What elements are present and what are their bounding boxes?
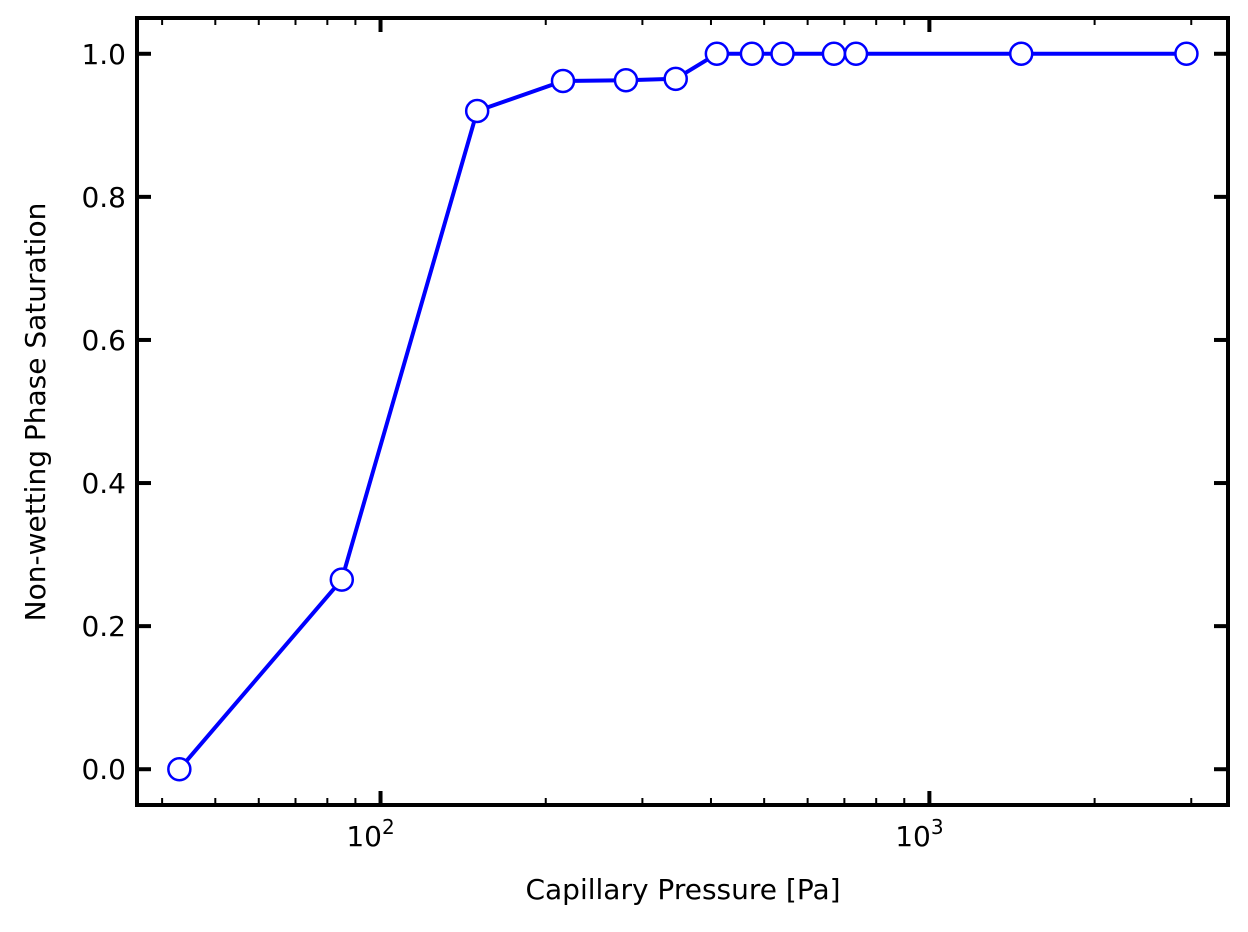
ticks-layer: [137, 18, 1228, 805]
data-point: [739, 41, 765, 67]
x-tick-label: 103: [895, 815, 943, 853]
y-tick-label: 0.0: [81, 753, 126, 786]
x-tick-label: 102: [346, 815, 394, 853]
data-point: [550, 68, 576, 94]
y-tick-label: 1.0: [81, 38, 126, 71]
y-tick-label: 0.6: [81, 324, 126, 357]
y-tick-label: 0.4: [81, 467, 126, 500]
series-line: [177, 51, 1187, 771]
data-point: [464, 98, 490, 124]
x-tick-label-exponent: 3: [931, 815, 944, 839]
data-point: [843, 41, 869, 67]
x-tick-label-base: 10: [895, 820, 931, 853]
y-tick-label: 0.8: [81, 181, 126, 214]
data-point: [1174, 41, 1199, 67]
x-tick-label-exponent: 2: [382, 815, 395, 839]
x-tick-label-base: 10: [346, 820, 382, 853]
y-tick-label: 0.2: [81, 610, 126, 643]
data-point: [821, 41, 847, 67]
data-point: [167, 756, 192, 782]
series-layer: [167, 41, 1199, 782]
data-point: [329, 567, 355, 592]
data-point: [704, 41, 730, 67]
plot-frame: [135, 16, 1230, 807]
data-point: [663, 66, 688, 92]
data-point: [770, 41, 795, 67]
x-axis-title: Capillary Pressure [Pa]: [525, 873, 840, 906]
y-axis-title: Non-wetting Phase Saturation: [19, 203, 52, 622]
data-point: [613, 67, 639, 93]
data-point: [1008, 41, 1034, 67]
